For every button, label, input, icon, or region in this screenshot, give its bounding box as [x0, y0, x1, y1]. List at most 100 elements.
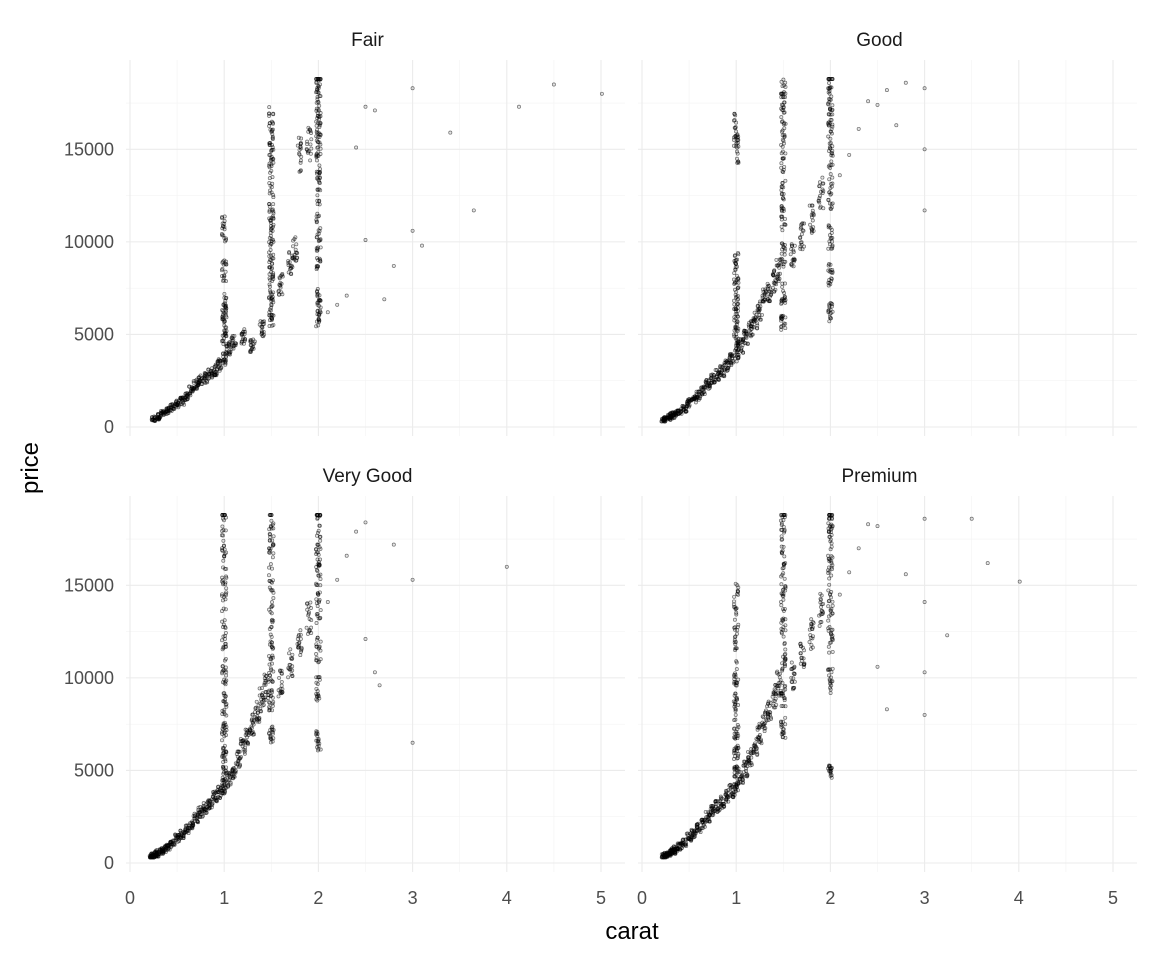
- scatter-point: [224, 515, 228, 520]
- scatter-point: [271, 211, 276, 216]
- scatter-point: [798, 641, 803, 646]
- scatter-point: [830, 124, 835, 129]
- scatter-point: [763, 726, 768, 731]
- scatter-point: [316, 693, 321, 698]
- scatter-point: [173, 832, 178, 837]
- scatter-point: [736, 277, 741, 282]
- scatter-point: [216, 795, 221, 800]
- scatter-point: [271, 521, 276, 526]
- scatter-point: [317, 741, 322, 746]
- scatter-point: [268, 308, 273, 313]
- scatter-point: [267, 573, 271, 578]
- scatter-point: [755, 308, 760, 312]
- scatter-point: [781, 587, 786, 592]
- scatter-point: [718, 364, 723, 368]
- scatter-point: [267, 654, 271, 659]
- scatter-point: [826, 134, 831, 139]
- scatter-point: [269, 237, 274, 241]
- scatter-point: [830, 103, 835, 108]
- scatter-point: [314, 547, 319, 552]
- scatter-point: [790, 243, 794, 248]
- scatter-point: [278, 273, 283, 278]
- scatter-point: [741, 350, 746, 355]
- scatter-point: [792, 664, 797, 669]
- scatter-point: [830, 201, 835, 206]
- scatter-point: [237, 764, 242, 769]
- scatter-point: [676, 846, 681, 851]
- scatter-point: [269, 657, 274, 662]
- scatter-point: [265, 677, 270, 682]
- scatter-point: [315, 89, 319, 94]
- scatter-point: [830, 603, 835, 608]
- scatter-point: [315, 171, 319, 176]
- scatter-point: [783, 321, 788, 326]
- scatter-point: [181, 836, 186, 840]
- scatter-point: [732, 731, 737, 736]
- scatter-point: [264, 674, 269, 679]
- scatter-point: [761, 722, 766, 727]
- scatter-point: [783, 647, 788, 652]
- scatter-point: [318, 608, 323, 613]
- facet-title: Good: [856, 30, 902, 51]
- scatter-point: [734, 294, 739, 299]
- scatter-point: [280, 292, 285, 297]
- scatter-point: [733, 305, 738, 310]
- scatter-point: [884, 88, 889, 93]
- scatter-point: [866, 522, 871, 527]
- scatter-point: [736, 252, 741, 257]
- scatter-point: [257, 686, 262, 691]
- scatter-point: [215, 788, 220, 793]
- scatter-point: [233, 769, 238, 773]
- scatter-point: [783, 216, 788, 221]
- scatter-point: [779, 251, 784, 256]
- scatter-point: [780, 181, 785, 186]
- scatter-point: [314, 324, 319, 329]
- scatter-point: [775, 684, 780, 689]
- scatter-point: [221, 357, 226, 362]
- scatter-point: [820, 181, 825, 186]
- scatter-point: [268, 666, 273, 671]
- scatter-point: [837, 592, 842, 597]
- scatter-point: [738, 780, 743, 785]
- scatter-point: [683, 409, 688, 414]
- scatter-point: [779, 630, 784, 635]
- scatter-point: [782, 576, 787, 581]
- scatter-point: [298, 169, 303, 174]
- scatter-point: [276, 694, 281, 699]
- scatter-point: [220, 524, 225, 529]
- scatter-point: [827, 534, 832, 539]
- scatter-point: [783, 281, 787, 286]
- scatter-point: [250, 712, 255, 717]
- scatter-point: [780, 119, 785, 124]
- scatter-point: [271, 195, 276, 200]
- scatter-point: [810, 203, 815, 208]
- scatter-point: [277, 292, 281, 297]
- scatter-point: [765, 704, 769, 709]
- scatter-point: [220, 308, 225, 313]
- scatter-point: [779, 314, 784, 319]
- scatter-point: [240, 339, 245, 344]
- x-tick-label: 5: [1108, 888, 1118, 908]
- scatter-point: [734, 697, 739, 702]
- scatter-point: [222, 734, 227, 739]
- scatter-point: [829, 544, 834, 549]
- scatter-point: [222, 730, 227, 735]
- scatter-point: [753, 741, 757, 746]
- x-tick-label: 3: [408, 888, 418, 908]
- scatter-point: [675, 411, 680, 416]
- scatter-point: [808, 633, 813, 638]
- scatter-point: [267, 111, 272, 116]
- scatter-point: [270, 312, 275, 317]
- scatter-point: [781, 77, 786, 82]
- scatter-point: [203, 807, 208, 812]
- scatter-point: [748, 331, 753, 335]
- scatter-point: [734, 745, 739, 750]
- scatter-point: [752, 749, 757, 754]
- scatter-point: [735, 160, 740, 165]
- scatter-point: [735, 749, 740, 753]
- scatter-point: [779, 720, 784, 725]
- scatter-point: [222, 712, 227, 717]
- scatter-point: [830, 175, 835, 180]
- scatter-point: [354, 145, 359, 150]
- scatter-point: [735, 624, 740, 629]
